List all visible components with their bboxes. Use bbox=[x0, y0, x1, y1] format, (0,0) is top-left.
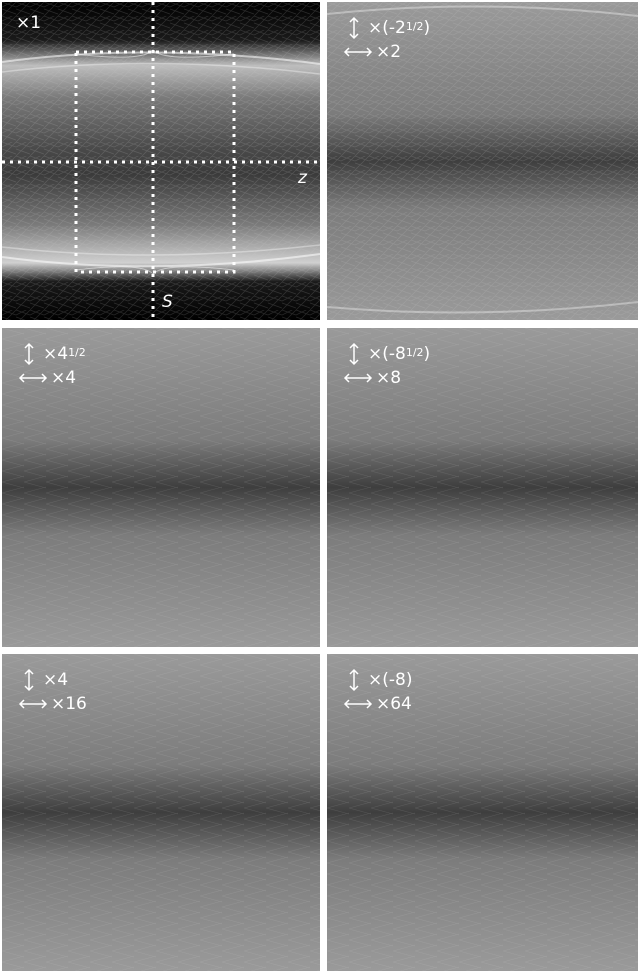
vertical-arrow-icon bbox=[18, 668, 40, 692]
scale-annotation: ×(-8 1/2) ×8 bbox=[343, 342, 430, 390]
scale-annotation: ×4 1/2 ×4 bbox=[18, 342, 86, 390]
horizontal-scale-label: ×8 bbox=[376, 367, 402, 388]
waveform-image bbox=[2, 2, 320, 320]
waveform-image bbox=[327, 654, 638, 971]
scale-label: ×1 bbox=[16, 13, 42, 33]
axis-label-s: S bbox=[162, 292, 173, 312]
waveform-image bbox=[327, 2, 638, 320]
vertical-scale-exponent: 1/2 bbox=[405, 19, 424, 33]
vertical-scale-tail: ) bbox=[423, 343, 431, 364]
horizontal-arrow-icon bbox=[18, 692, 48, 716]
panel-scale-2: ×(-2 1/2) ×2 bbox=[327, 2, 638, 320]
panel-scale-64: ×(-8) ×64 bbox=[327, 654, 638, 971]
panel-scale-16: ×4 ×16 bbox=[2, 654, 320, 971]
panel-scale-4: ×4 1/2 ×4 bbox=[2, 328, 320, 647]
horizontal-arrow-icon bbox=[343, 692, 373, 716]
horizontal-arrow-icon bbox=[343, 366, 373, 390]
vertical-arrow-icon bbox=[343, 668, 365, 692]
scale-annotation: ×(-8) ×64 bbox=[343, 668, 412, 716]
vertical-arrow-icon bbox=[18, 342, 40, 366]
scale-annotation: ×(-2 1/2) ×2 bbox=[343, 16, 430, 64]
panel-scale-1: ×1 z S bbox=[2, 2, 320, 320]
waveform-image bbox=[2, 654, 320, 971]
vertical-scale-label: ×(-8 bbox=[368, 343, 406, 364]
horizontal-scale-label: ×16 bbox=[51, 693, 87, 714]
horizontal-arrow-icon bbox=[343, 40, 373, 64]
vertical-arrow-icon bbox=[343, 342, 365, 366]
dotted-guides bbox=[2, 2, 320, 320]
horizontal-scale-label: ×4 bbox=[51, 367, 77, 388]
horizontal-scale-label: ×64 bbox=[376, 693, 412, 714]
vertical-scale-label: ×(-2 bbox=[368, 17, 406, 38]
axis-label-z: z bbox=[298, 168, 307, 188]
horizontal-arrow-icon bbox=[18, 366, 48, 390]
vertical-scale-tail: ) bbox=[423, 17, 431, 38]
vertical-scale-exponent: 1/2 bbox=[405, 345, 424, 359]
vertical-scale-label: ×4 bbox=[43, 343, 69, 364]
vertical-scale-exponent: 1/2 bbox=[68, 345, 86, 359]
horizontal-scale-label: ×2 bbox=[376, 41, 402, 62]
waveform-image bbox=[2, 328, 320, 647]
waveform-image bbox=[327, 328, 638, 647]
vertical-scale-label: ×4 bbox=[43, 669, 69, 690]
vertical-scale-label: ×(-8) bbox=[368, 669, 413, 690]
scale-annotation: ×4 ×16 bbox=[18, 668, 87, 716]
vertical-arrow-icon bbox=[343, 16, 365, 40]
panel-scale-8: ×(-8 1/2) ×8 bbox=[327, 328, 638, 647]
